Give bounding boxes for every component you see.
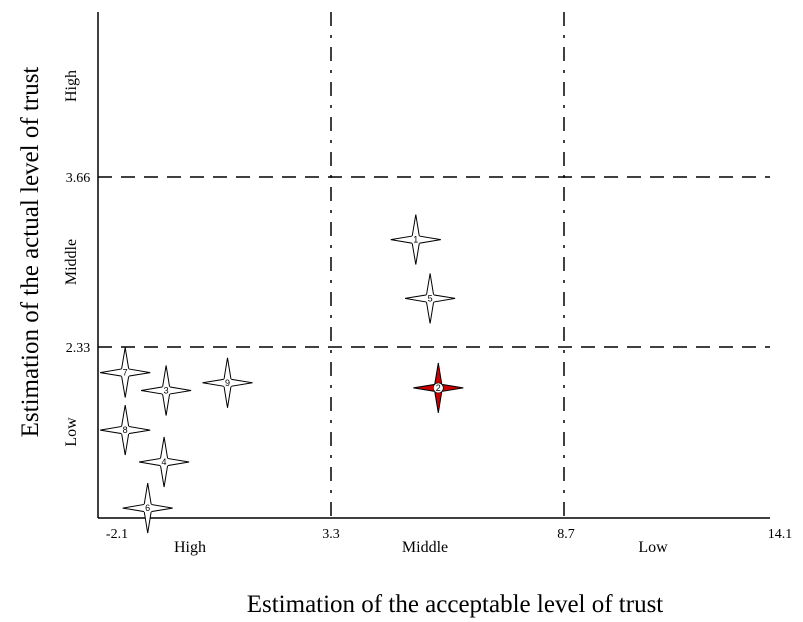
point-label: 8 [123, 425, 128, 435]
star-center [410, 234, 421, 245]
data-point-star: 4 [139, 436, 190, 488]
point-label: 3 [164, 385, 169, 395]
point-label: 9 [225, 378, 230, 388]
data-point-star: 9 [202, 357, 253, 408]
star-center [120, 425, 131, 436]
point-label: 4 [162, 457, 167, 467]
data-point-star: 5 [405, 273, 456, 324]
y-tick-label: 2.33 [66, 341, 91, 356]
data-point-star: 7 [100, 347, 151, 398]
y-zone-label: Low [63, 417, 80, 447]
data-point-star: 1 [390, 214, 441, 265]
star-center [159, 457, 170, 468]
star-center [222, 377, 233, 388]
point-label: 1 [413, 235, 418, 245]
point-label: 7 [123, 368, 128, 378]
data-point-star: 2 [413, 362, 464, 413]
x-zone-label: Low [638, 539, 668, 556]
x-axis-title: Estimation of the acceptable level of tr… [247, 591, 664, 618]
data-point-star: 8 [100, 405, 151, 456]
x-tick-label: 8.7 [557, 527, 575, 542]
point-label: 2 [436, 383, 441, 393]
data-point-star: 6 [122, 483, 173, 534]
x-zone-label: Middle [402, 539, 448, 556]
x-tick-label: 3.3 [322, 527, 340, 542]
points-layer: 1 5 2 7 3 9 8 4 6 [100, 214, 464, 534]
point-label: 6 [145, 503, 150, 513]
y-zone-label: Middle [63, 239, 80, 285]
y-zone-label: High [63, 70, 80, 102]
x-tick-label: -2.1 [106, 527, 128, 542]
point-label: 5 [428, 293, 433, 303]
y-tick-label: 3.66 [66, 171, 91, 186]
star-center [161, 385, 172, 396]
data-point-star: 3 [141, 365, 192, 416]
star-center [120, 367, 131, 378]
x-zone-label: High [174, 539, 206, 556]
x-tick-label: 14.1 [768, 527, 793, 542]
y-axis-title: Estimation of the actual level of trust [17, 67, 44, 438]
star-center [142, 503, 153, 514]
star-center [432, 382, 444, 394]
star-center [425, 293, 436, 304]
